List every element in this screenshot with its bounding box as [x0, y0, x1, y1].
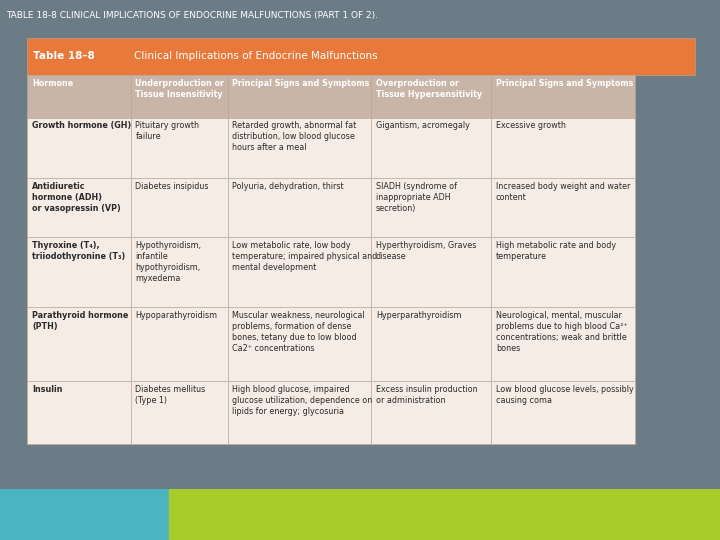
Bar [371, 118, 491, 179]
Text: High blood glucose, impaired
glucose utilization, dependence on
lipids for energ: High blood glucose, impaired glucose uti… [233, 385, 372, 416]
Bar [27, 307, 131, 381]
Text: Clinical Implications of Endocrine Malfunctions: Clinical Implications of Endocrine Malfu… [134, 51, 378, 61]
Bar [228, 237, 371, 307]
Text: Parathyroid hormone
(PTH): Parathyroid hormone (PTH) [32, 310, 128, 330]
Text: Principal Signs and Symptoms: Principal Signs and Symptoms [233, 79, 369, 88]
Bar [491, 307, 635, 381]
Bar [0, 489, 169, 540]
Text: Polyuria, dehydration, thirst: Polyuria, dehydration, thirst [233, 182, 344, 191]
Text: Hyperthyroidism, Graves
disease: Hyperthyroidism, Graves disease [376, 241, 476, 261]
Text: Pituitary growth
failure: Pituitary growth failure [135, 121, 199, 141]
Bar [371, 75, 491, 118]
Bar [491, 237, 635, 307]
Text: Retarded growth, abnormal fat
distribution, low blood glucose
hours after a meal: Retarded growth, abnormal fat distributi… [233, 121, 356, 152]
Text: Muscular weakness, neurological
problems, formation of dense
bones, tetany due t: Muscular weakness, neurological problems… [233, 310, 365, 353]
Text: Diabetes mellitus
(Type 1): Diabetes mellitus (Type 1) [135, 385, 206, 405]
Bar [228, 75, 371, 118]
Bar [131, 307, 228, 381]
Text: Hormone: Hormone [32, 79, 73, 88]
Bar [131, 179, 228, 237]
Bar [27, 118, 131, 179]
Text: TABLE 18-8 CLINICAL IMPLICATIONS OF ENDOCRINE MALFUNCTIONS (PART 1 OF 2).: TABLE 18-8 CLINICAL IMPLICATIONS OF ENDO… [6, 11, 378, 21]
Bar [27, 237, 131, 307]
Bar [228, 381, 371, 444]
Text: Hyperparathyroidism: Hyperparathyroidism [376, 310, 462, 320]
Bar [131, 381, 228, 444]
Bar [491, 118, 635, 179]
Bar [371, 307, 491, 381]
Text: Principal Signs and Symptoms: Principal Signs and Symptoms [496, 79, 634, 88]
Bar [27, 38, 695, 75]
Bar [491, 381, 635, 444]
Bar [131, 118, 228, 179]
Text: Insulin: Insulin [32, 385, 63, 394]
Bar [27, 381, 131, 444]
Bar [491, 179, 635, 237]
Bar [371, 237, 491, 307]
Text: Hypothyroidism,
infantile
hypothyroidism,
myxedema: Hypothyroidism, infantile hypothyroidism… [135, 241, 202, 283]
Bar [169, 489, 720, 540]
Text: Gigantism, acromegaly: Gigantism, acromegaly [376, 121, 469, 130]
Text: Underproduction or
Tissue Insensitivity: Underproduction or Tissue Insensitivity [135, 79, 225, 99]
Bar [27, 75, 131, 118]
Text: Excess insulin production
or administration: Excess insulin production or administrat… [376, 385, 477, 405]
Text: SIADH (syndrome of
inappropriate ADH
secretion): SIADH (syndrome of inappropriate ADH sec… [376, 182, 456, 213]
Text: Thyroxine (T₄),
triiodothyronine (T₃): Thyroxine (T₄), triiodothyronine (T₃) [32, 241, 125, 261]
Bar [131, 237, 228, 307]
Bar [27, 179, 131, 237]
Text: Antidiuretic
hormone (ADH)
or vasopressin (VP): Antidiuretic hormone (ADH) or vasopressi… [32, 182, 121, 213]
Text: Hypoparathyroidism: Hypoparathyroidism [135, 310, 217, 320]
Bar [491, 75, 635, 118]
Text: Neurological, mental, muscular
problems due to high blood Ca²⁺
concentrations; w: Neurological, mental, muscular problems … [496, 310, 628, 353]
Text: Excessive growth: Excessive growth [496, 121, 566, 130]
Text: Increased body weight and water
content: Increased body weight and water content [496, 182, 630, 202]
Bar [228, 307, 371, 381]
Bar [228, 179, 371, 237]
Text: High metabolic rate and body
temperature: High metabolic rate and body temperature [496, 241, 616, 261]
Text: Overproduction or
Tissue Hypersensitivity: Overproduction or Tissue Hypersensitivit… [376, 79, 482, 99]
Text: Low metabolic rate, low body
temperature; impaired physical and
mental developme: Low metabolic rate, low body temperature… [233, 241, 377, 272]
Text: Diabetes insipidus: Diabetes insipidus [135, 182, 209, 191]
Bar [371, 381, 491, 444]
Text: Growth hormone (GH): Growth hormone (GH) [32, 121, 131, 130]
Text: Table 18–8: Table 18–8 [32, 51, 94, 61]
Bar [228, 118, 371, 179]
Bar [371, 179, 491, 237]
Text: Low blood glucose levels, possibly
causing coma: Low blood glucose levels, possibly causi… [496, 385, 634, 405]
Bar [131, 75, 228, 118]
